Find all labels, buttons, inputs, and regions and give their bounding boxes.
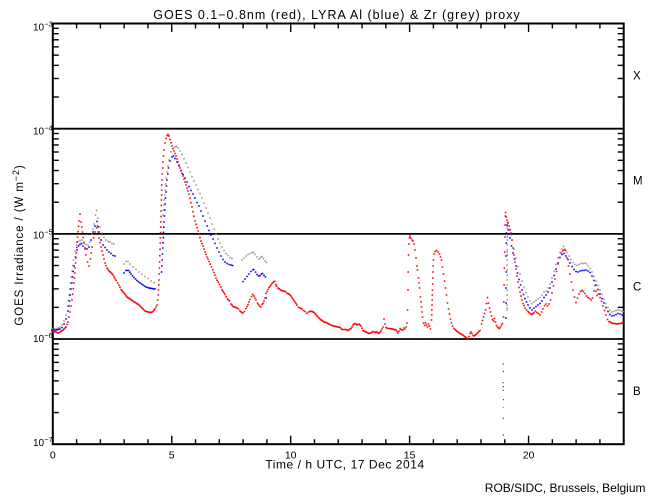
svg-text:10−6: 10−6 [33, 331, 53, 345]
svg-text:20: 20 [523, 450, 535, 462]
svg-text:X: X [633, 70, 641, 82]
svg-text:10−4: 10−4 [33, 124, 53, 138]
svg-text:B: B [633, 386, 641, 398]
svg-text:M: M [633, 175, 643, 187]
svg-text:5: 5 [169, 450, 175, 462]
svg-text:10−3: 10−3 [33, 20, 53, 34]
svg-text:10−5: 10−5 [33, 228, 53, 242]
svg-text:C: C [633, 282, 641, 294]
svg-text:GOES 0.1−0.8nm (red), LYRA Al: GOES 0.1−0.8nm (red), LYRA Al (blue) & Z… [153, 8, 520, 22]
svg-text:0: 0 [50, 450, 56, 462]
svg-text:15: 15 [404, 450, 416, 462]
svg-text:ROB/SIDC, Brussels, Belgium: ROB/SIDC, Brussels, Belgium [485, 481, 646, 495]
svg-text:10−7: 10−7 [33, 435, 53, 449]
svg-text:Time / h UTC, 17 Dec 2014: Time / h UTC, 17 Dec 2014 [265, 458, 424, 472]
svg-text:10: 10 [285, 450, 297, 462]
svg-text:GOES Irradiance / (W m−2): GOES Irradiance / (W m−2) [11, 164, 26, 325]
